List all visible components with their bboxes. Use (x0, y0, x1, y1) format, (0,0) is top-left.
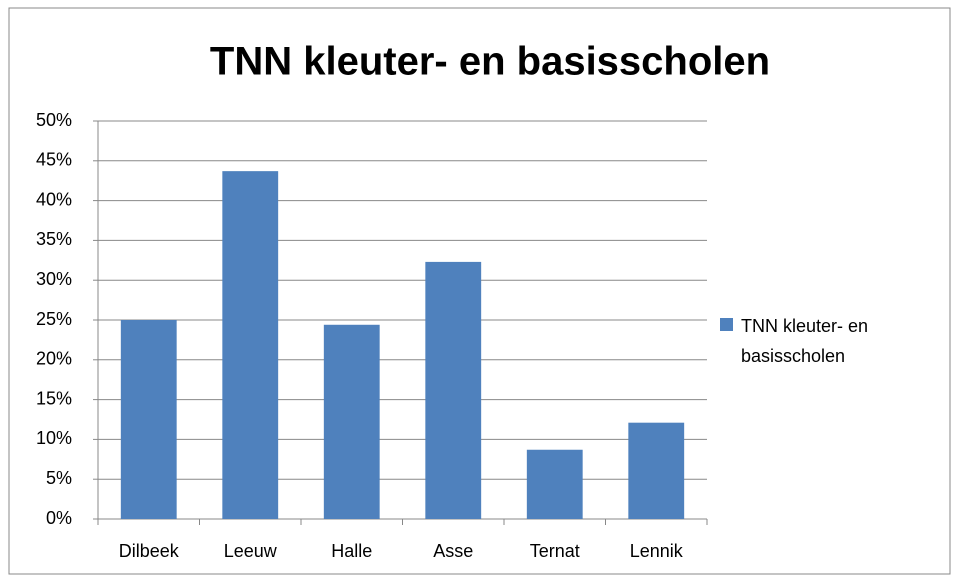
bar (222, 171, 279, 519)
y-tick-label: 15% (36, 388, 72, 408)
bar (323, 324, 380, 519)
y-tick-label: 35% (36, 229, 72, 249)
y-tick-label: 40% (36, 189, 72, 209)
bar (425, 261, 482, 519)
chart-title: TNN kleuter- en basisscholen (210, 40, 770, 84)
y-tick-label: 45% (36, 150, 72, 170)
x-tick-label: Lennik (630, 541, 684, 561)
y-tick-label: 20% (36, 349, 72, 369)
x-tick-label: Ternat (530, 541, 580, 561)
bar (628, 422, 685, 519)
y-tick-label: 30% (36, 269, 72, 289)
bar (526, 449, 583, 519)
legend-label: TNN kleuter- en basisscholen (741, 316, 869, 366)
y-tick-label: 25% (36, 309, 72, 329)
bar (120, 320, 177, 519)
y-tick-label: 10% (36, 428, 72, 448)
y-tick-label: 0% (46, 508, 72, 528)
x-tick-label: Dilbeek (119, 541, 180, 561)
x-tick-label: Leeuw (224, 541, 278, 561)
y-tick-label: 5% (46, 468, 72, 488)
x-tick-label: Asse (433, 541, 473, 561)
y-tick-label: 50% (36, 110, 72, 130)
x-tick-label: Halle (331, 541, 372, 561)
legend-swatch (720, 318, 733, 331)
